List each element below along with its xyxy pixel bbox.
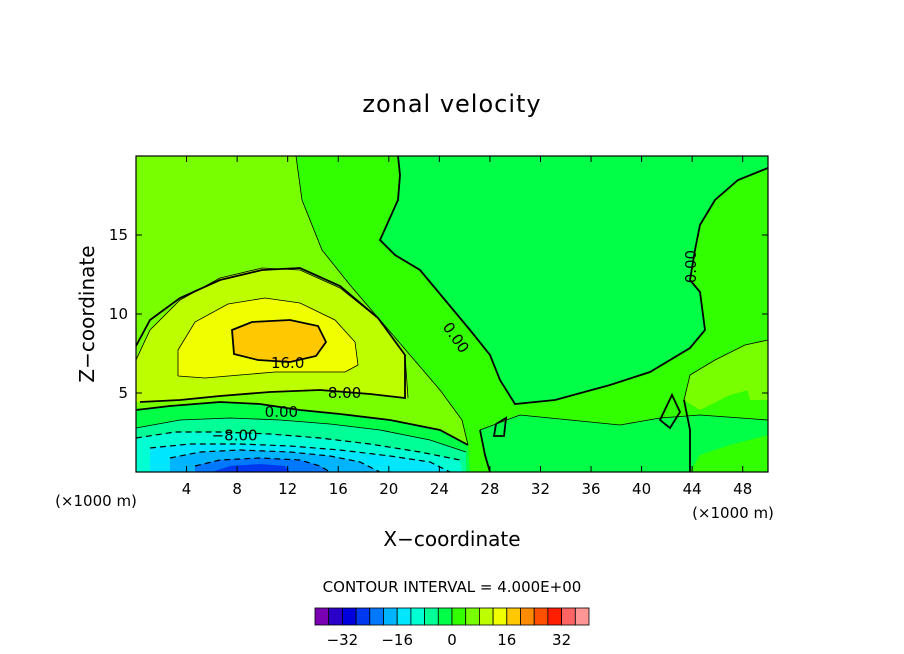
colorbar-swatch <box>328 607 343 626</box>
x-tick-label: 24 <box>430 480 449 498</box>
x-tick-label: 40 <box>632 480 651 498</box>
contour-label: 0.00 <box>682 250 700 283</box>
colorbar-swatch <box>574 607 590 626</box>
contour-label: 16.0 <box>271 354 304 372</box>
colorbar-swatch <box>465 607 480 626</box>
region-neg24-neg20 <box>212 464 290 472</box>
x-tick-label: 36 <box>581 480 600 498</box>
y-axis-label: Z−coordinate <box>75 245 99 382</box>
y-tick-label: 5 <box>118 384 128 402</box>
chart-title: zonal velocity <box>362 90 541 118</box>
region-right-low <box>690 435 768 472</box>
region-8-12-right <box>684 340 768 410</box>
x-axis-label: X−coordinate <box>383 527 520 551</box>
x-tick-label: 20 <box>379 480 398 498</box>
contour-label: 0.00 <box>265 403 298 421</box>
x-axis: 4 8 12 16 20 24 28 32 36 40 44 48 <box>182 156 752 498</box>
colorbar-swatch <box>437 607 453 626</box>
x-tick-label: 28 <box>480 480 499 498</box>
colorbar: −32 −16 0 16 32 <box>314 607 590 649</box>
x-tick-label: 4 <box>182 480 192 498</box>
colorbar-swatch <box>410 607 425 626</box>
colorbar-swatch <box>533 607 549 626</box>
colorbar-swatch <box>561 607 576 626</box>
colorbar-swatch <box>451 607 467 626</box>
colorbar-swatch <box>520 607 535 626</box>
colorbar-swatch <box>478 607 494 626</box>
colorbar-swatch <box>506 607 521 626</box>
colorbar-swatch <box>369 607 384 626</box>
colorbar-swatch <box>547 607 563 626</box>
x-tick-label: 32 <box>531 480 550 498</box>
x-tick-label: 12 <box>278 480 297 498</box>
contour-lines-thick <box>136 156 768 472</box>
x-unit-right: (×1000 m) <box>692 504 774 522</box>
y-tick-label: 10 <box>109 305 128 323</box>
y-axis: 5 10 15 <box>109 226 768 402</box>
x-tick-label: 8 <box>232 480 242 498</box>
colorbar-tick-label: 32 <box>552 631 571 649</box>
x-tick-label: 48 <box>733 480 752 498</box>
contour-label: −8.00 <box>212 427 258 445</box>
region-20-24 <box>232 320 326 362</box>
region-0-4-patch <box>480 415 768 472</box>
plot-area: 16.08.000.00−8.000.000.00 <box>136 156 768 472</box>
colorbar-tick-label: 16 <box>497 631 516 649</box>
colorbar-swatch <box>383 607 398 626</box>
contour-lines-dashed <box>136 431 461 472</box>
contour-label: 8.00 <box>328 384 361 402</box>
x-tick-label: 44 <box>683 480 702 498</box>
contour-interval-text: CONTOUR INTERVAL = 4.000E+00 <box>323 578 582 596</box>
x-tick-label: 16 <box>329 480 348 498</box>
colorbar-swatch <box>424 607 439 626</box>
colorbar-swatch <box>341 607 357 626</box>
x-unit-left: (×1000 m) <box>55 492 137 510</box>
colorbar-swatch <box>492 607 508 626</box>
colorbar-tick-label: 0 <box>447 631 457 649</box>
y-tick-label: 15 <box>109 226 128 244</box>
colorbar-swatch <box>396 607 412 626</box>
colorbar-tick-label: −16 <box>381 631 413 649</box>
colorbar-swatch <box>314 607 330 626</box>
colorbar-swatch <box>355 607 371 626</box>
colorbar-tick-label: −32 <box>327 631 359 649</box>
